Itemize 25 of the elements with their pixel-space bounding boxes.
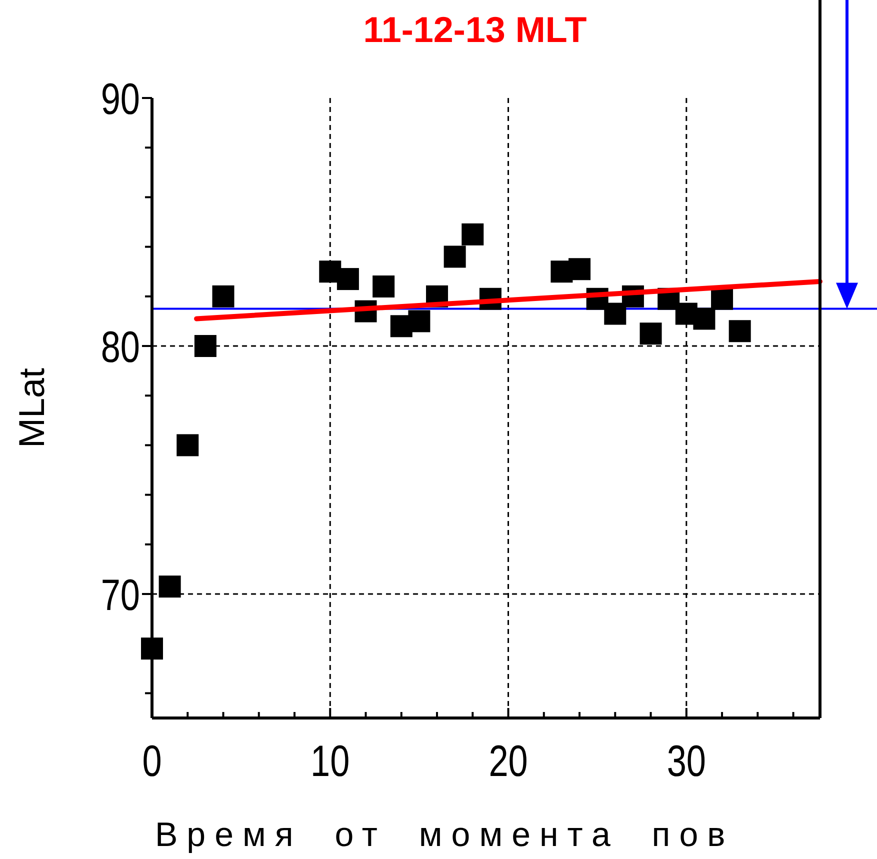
point	[158, 576, 181, 598]
y-axis-title: MLat	[11, 368, 52, 448]
point	[711, 288, 734, 310]
point	[212, 285, 234, 308]
point	[336, 268, 359, 290]
point	[408, 310, 430, 332]
x-tick-label: 10	[310, 737, 350, 786]
point	[176, 434, 199, 456]
point	[640, 322, 662, 345]
point	[604, 302, 626, 325]
x-tick-label: 20	[488, 737, 528, 786]
x-tick-label: 30	[666, 737, 706, 786]
y-tick-label: 80	[100, 323, 140, 372]
x-axis-title: Время от момента пов	[155, 816, 734, 854]
y-tick-label: 70	[100, 571, 140, 620]
x-tick-label: 0	[142, 737, 162, 786]
point	[568, 258, 591, 280]
point	[372, 275, 395, 298]
y-tick-label: 90	[100, 75, 140, 124]
point	[728, 320, 751, 342]
point	[444, 246, 466, 268]
point	[194, 335, 216, 357]
point	[462, 223, 484, 246]
point	[693, 308, 716, 330]
chart-title: 11-12-13 MLT	[363, 9, 587, 50]
